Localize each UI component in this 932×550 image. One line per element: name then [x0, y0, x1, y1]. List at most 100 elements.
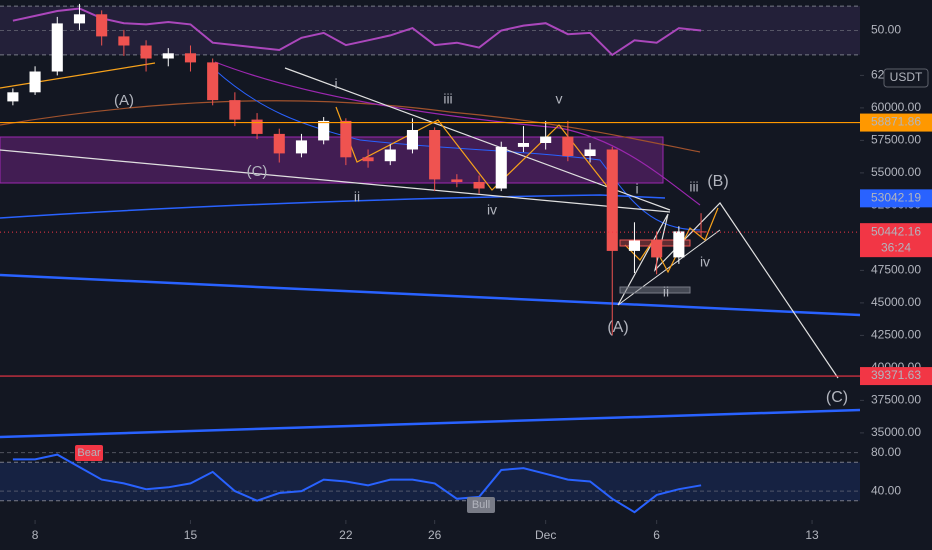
wave-label: (C) [247, 163, 268, 180]
candle-body [406, 130, 419, 150]
wave-label: (A) [607, 319, 628, 336]
candle-body [7, 92, 19, 102]
moving-average [0, 194, 666, 219]
candle-body [184, 53, 197, 63]
wave-label: iv [700, 254, 710, 270]
candle-body [251, 119, 263, 134]
signal-box [75, 445, 103, 461]
indicator-line [12, 7, 702, 57]
candle-body [651, 240, 663, 258]
candle-body [118, 36, 130, 46]
band [0, 462, 860, 501]
x-tick-label: Dec [535, 528, 556, 542]
trend-line [0, 149, 671, 213]
axis-background [0, 520, 932, 550]
y-tick-label: 47500.00 [871, 263, 921, 277]
wave-line [624, 207, 719, 274]
candle-body [73, 14, 86, 24]
price-label-box [860, 367, 932, 386]
trend-line [0, 273, 861, 317]
candle-body [540, 136, 552, 143]
price-label-box [860, 113, 932, 132]
candle-body [340, 120, 352, 158]
wave-label: iii [689, 179, 698, 195]
wave-label: i [334, 76, 337, 92]
candle-body [295, 140, 308, 154]
moving-average [214, 69, 701, 231]
price-label: 58871.86 [871, 115, 921, 129]
price-label-box [860, 223, 932, 258]
wave-label: v [556, 91, 563, 107]
signal-label: Bull [472, 499, 490, 511]
candle-body [51, 23, 63, 72]
candle-body [273, 133, 285, 154]
y-tick-label: 50.00 [871, 23, 901, 37]
x-tick-label: 26 [428, 528, 442, 542]
candle-body [606, 149, 618, 251]
candle-body [495, 146, 507, 189]
x-tick-label: 8 [32, 528, 39, 542]
indicator-line [12, 453, 702, 514]
candle-body [362, 157, 374, 162]
countdown: 36:24 [881, 240, 911, 254]
candle-body [429, 130, 441, 180]
wave-label: (B) [707, 173, 728, 190]
candle-body [162, 53, 174, 59]
wave-label: iii [443, 91, 452, 107]
price-label: 39371.63 [871, 368, 921, 382]
price-label: 53042.19 [871, 191, 921, 205]
candle-body [140, 45, 152, 59]
signal-label: Bear [77, 447, 101, 459]
candle-body [473, 182, 485, 189]
x-tick-label: 6 [653, 528, 660, 542]
candle-body [562, 136, 574, 156]
wave-label: (A) [114, 92, 134, 109]
drawings [0, 61, 861, 439]
currency-box [883, 68, 929, 88]
wave-label: (C) [826, 389, 848, 406]
trend-line [284, 67, 671, 211]
y-tick-label: 57500.00 [871, 133, 921, 147]
price-label-box [860, 189, 932, 208]
wave-label: ii [354, 189, 360, 205]
candle-body [96, 14, 108, 37]
y-tick-label: 45000.00 [871, 295, 921, 309]
candle-body [29, 71, 41, 93]
wave-label: i [635, 181, 638, 197]
candle-body [229, 100, 241, 120]
y-tick-label: 80.00 [871, 445, 901, 459]
y-tick-label: 35000.00 [871, 425, 921, 439]
price-label: 50442.16 [871, 224, 921, 238]
candle-body [384, 149, 396, 162]
trend-line [0, 62, 156, 89]
wave-label: ii [663, 284, 669, 300]
y-tick-label: 40.00 [871, 483, 901, 497]
candle-body [584, 149, 596, 156]
candle-body [318, 120, 330, 141]
x-tick-label: 22 [339, 528, 353, 542]
candle-body [628, 240, 641, 251]
y-tick-label: 60000.00 [871, 100, 921, 114]
x-tick-label: 13 [805, 528, 819, 542]
trend-line [0, 408, 861, 439]
wave-label: iv [487, 202, 497, 218]
candle-body [451, 179, 463, 182]
y-tick-label: 42500.00 [871, 328, 921, 342]
y-tick-label: 37500.00 [871, 393, 921, 407]
candle-body [517, 143, 530, 147]
moving-average [214, 61, 701, 206]
candle-body [695, 231, 707, 233]
moving-average [0, 100, 701, 153]
candle-body [207, 62, 219, 101]
x-tick-label: 15 [184, 528, 198, 542]
currency: USDT [890, 70, 923, 84]
candle-body [673, 231, 685, 258]
y-tick-label: 55000.00 [871, 165, 921, 179]
zone [619, 286, 691, 294]
signal-box [467, 497, 495, 513]
